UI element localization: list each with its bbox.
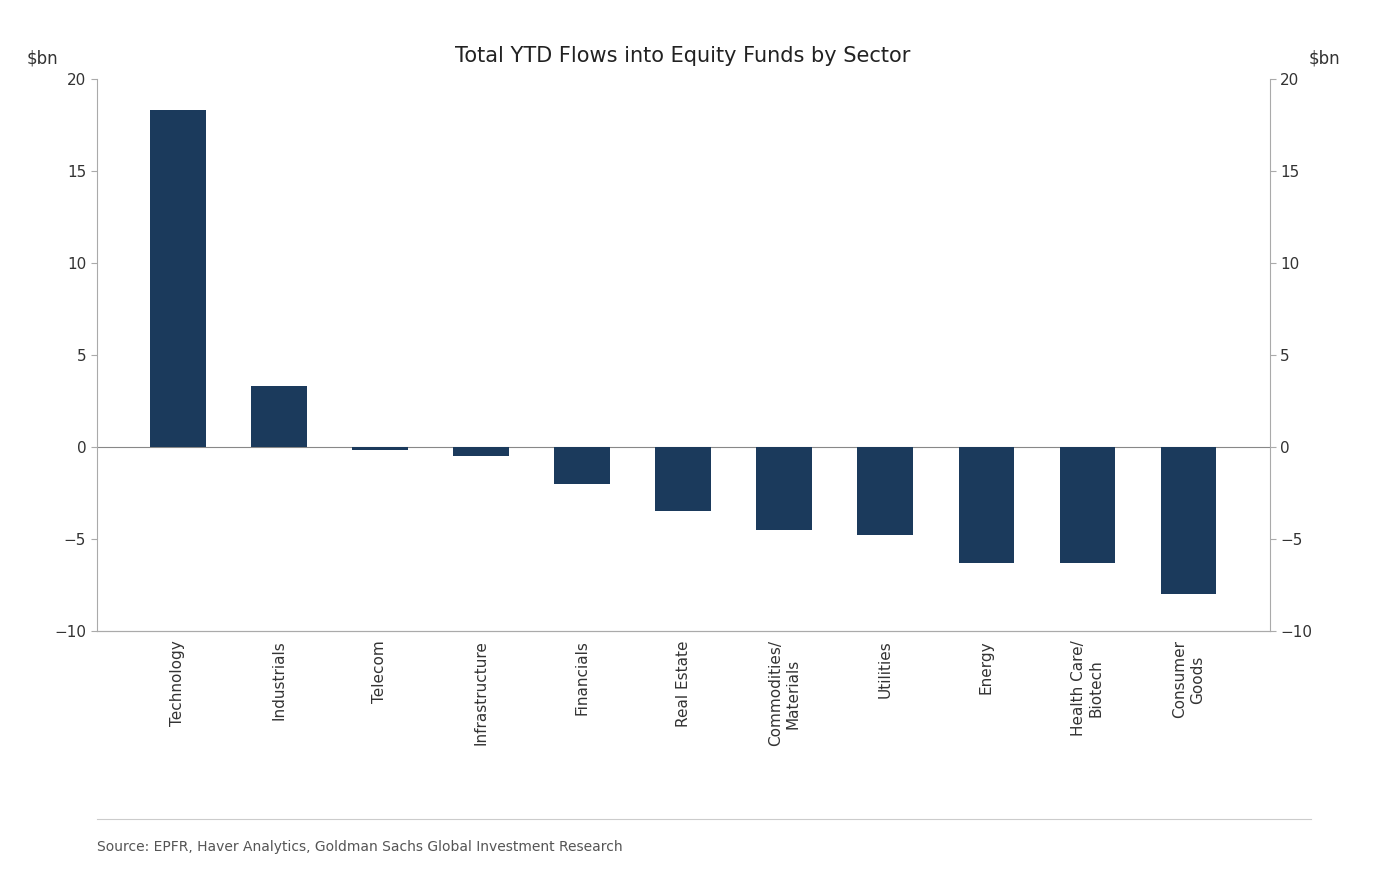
Bar — [1161, 447, 1216, 594]
Title: Total YTD Flows into Equity Funds by Sector: Total YTD Flows into Equity Funds by Sec… — [455, 46, 911, 67]
Bar — [352, 447, 407, 450]
Bar — [756, 447, 811, 529]
Bar — [555, 447, 610, 484]
Bar — [1060, 447, 1115, 562]
Bar — [857, 447, 914, 535]
Bar — [453, 447, 509, 456]
Text: $bn: $bn — [1308, 50, 1340, 67]
Bar — [959, 447, 1014, 562]
Bar — [656, 447, 711, 511]
Text: Source: EPFR, Haver Analytics, Goldman Sachs Global Investment Research: Source: EPFR, Haver Analytics, Goldman S… — [97, 840, 622, 854]
Bar — [150, 110, 206, 447]
Text: $bn: $bn — [26, 50, 58, 67]
Bar — [251, 386, 306, 447]
